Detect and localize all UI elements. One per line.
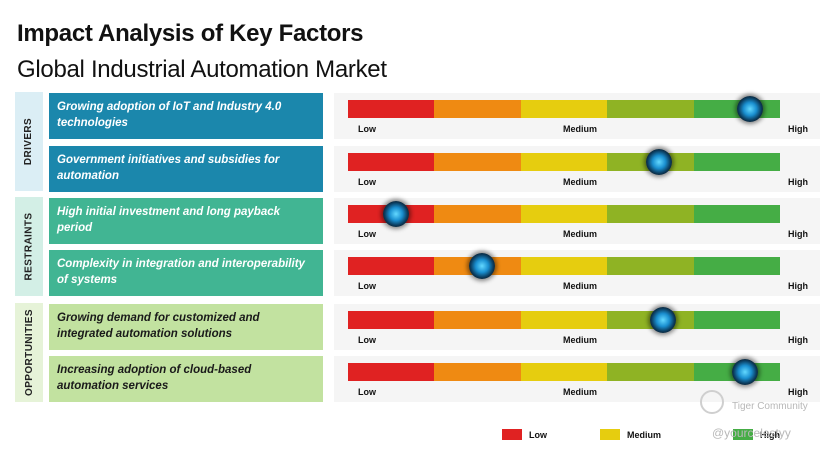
impact-marker xyxy=(646,149,673,175)
scale-high-label: High xyxy=(788,229,808,239)
legend-medium-swatch xyxy=(600,429,620,440)
scale-high-label: High xyxy=(788,335,808,345)
page-title: Impact Analysis of Key Factors xyxy=(17,20,364,47)
factor-box: Government initiatives and subsidies for… xyxy=(49,146,323,192)
legend-medium-label: Medium xyxy=(627,430,662,440)
watermark-brand: Tiger Community xyxy=(732,401,808,412)
impact-scale-bar xyxy=(348,311,781,329)
scale-low-label: Low xyxy=(358,177,376,187)
impact-marker xyxy=(468,253,495,279)
factor-box: Growing demand for customized and integr… xyxy=(49,304,323,350)
category-label-drivers: DRIVERS xyxy=(15,92,43,191)
impact-scale-bar xyxy=(348,257,781,275)
scale-low-label: Low xyxy=(358,335,376,345)
factor-box: High initial investment and long payback… xyxy=(49,198,323,244)
scale-low-label: Low xyxy=(358,124,376,134)
impact-marker xyxy=(736,96,763,122)
factor-box: Increasing adoption of cloud-based autom… xyxy=(49,356,323,402)
legend-low-label: Low xyxy=(529,430,547,440)
impact-scale-bar xyxy=(348,100,781,118)
scale-high-label: High xyxy=(788,124,808,134)
legend-low-swatch xyxy=(502,429,522,440)
scale-high-label: High xyxy=(788,281,808,291)
scale-medium-label: Medium xyxy=(563,281,598,291)
factor-box: Growing adoption of IoT and Industry 4.0… xyxy=(49,93,323,139)
watermark-logo-icon xyxy=(700,390,724,414)
scale-medium-label: Medium xyxy=(563,387,598,397)
scale-low-label: Low xyxy=(358,281,376,291)
impact-scale-bar xyxy=(348,363,781,381)
scale-medium-label: Medium xyxy=(563,177,598,187)
legend-high-swatch xyxy=(733,429,753,440)
watermark-handle: @yourcelestyy xyxy=(712,426,791,440)
scale-low-label: Low xyxy=(358,229,376,239)
scale-low-label: Low xyxy=(358,387,376,397)
page-subtitle: Global Industrial Automation Market xyxy=(17,56,387,83)
scale-medium-label: Medium xyxy=(563,124,598,134)
category-label-opportunities: OPPORTUNITIES xyxy=(15,303,43,402)
category-label-restraints: RESTRAINTS xyxy=(15,197,43,296)
legend-high-label: High xyxy=(760,430,780,440)
scale-medium-label: Medium xyxy=(563,229,598,239)
impact-scale-bar xyxy=(348,153,781,171)
impact-marker xyxy=(650,307,677,333)
scale-high-label: High xyxy=(788,177,808,187)
impact-marker xyxy=(382,201,409,227)
factor-box: Complexity in integration and interopera… xyxy=(49,250,323,296)
impact-marker xyxy=(732,359,759,385)
scale-medium-label: Medium xyxy=(563,335,598,345)
impact-scale-bar xyxy=(348,205,781,223)
scale-high-label: High xyxy=(788,387,808,397)
